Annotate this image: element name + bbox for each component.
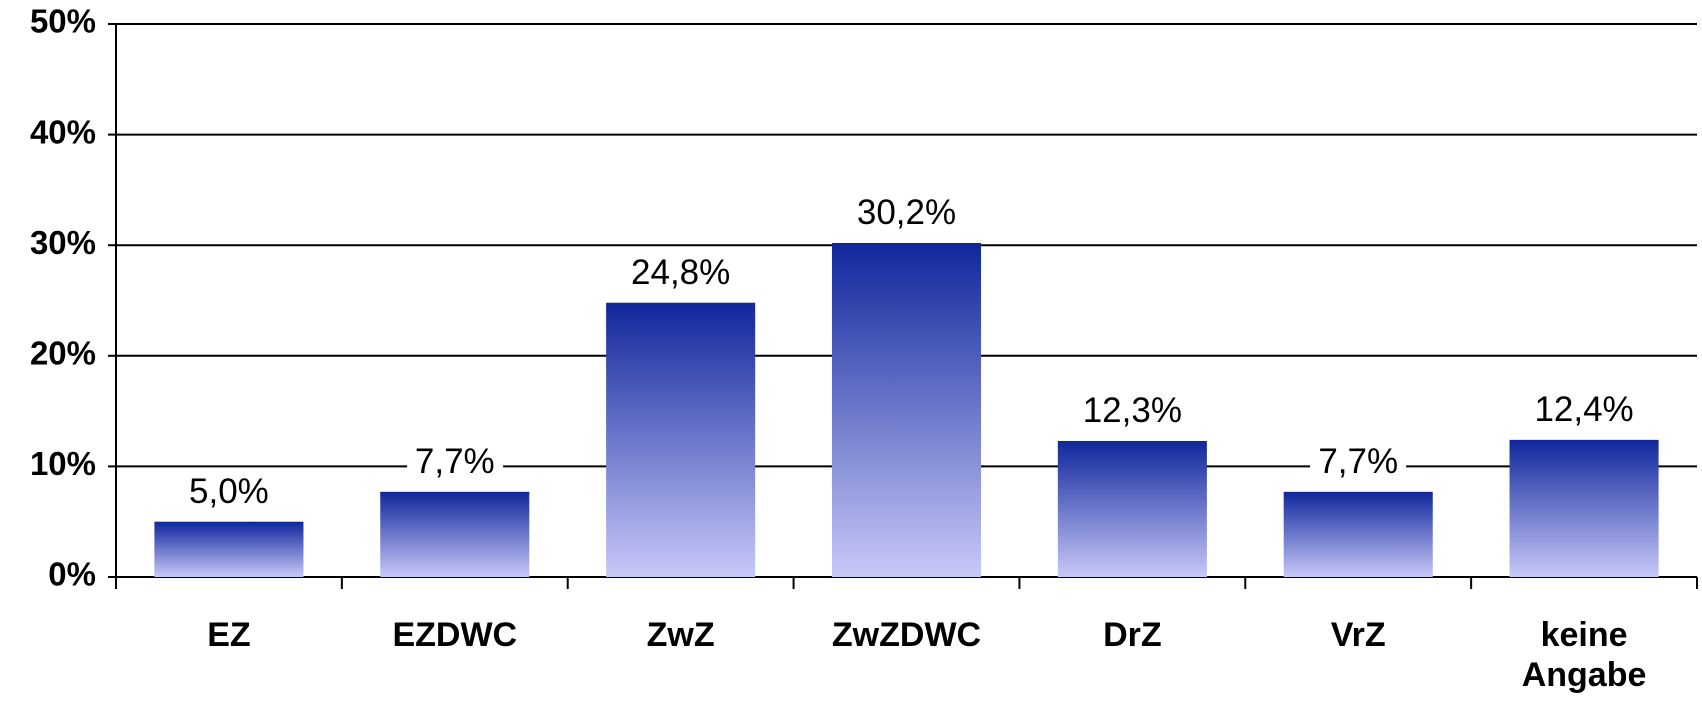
value-label: 7,7% xyxy=(1310,441,1407,482)
x-tick-label: DrZ xyxy=(1103,616,1162,654)
value-label: 5,0% xyxy=(181,471,277,512)
x-tick-label: VrZ xyxy=(1330,616,1386,654)
bar xyxy=(1509,439,1659,577)
x-tick-label: ZwZ xyxy=(646,616,715,654)
bar xyxy=(831,242,982,577)
value-label: 12,3% xyxy=(1074,390,1190,431)
value-label: 30,2% xyxy=(848,192,965,233)
y-tick-label: 20% xyxy=(30,335,96,372)
x-tick-label: keine Angabe xyxy=(1521,616,1647,694)
value-label: 7,7% xyxy=(406,441,503,482)
x-tick-label: EZ xyxy=(207,616,251,654)
value-label: 12,4% xyxy=(1526,389,1642,430)
x-tick-label: ZwZDWC xyxy=(831,616,982,654)
x-tick-label: EZDWC xyxy=(392,616,518,654)
bar xyxy=(1283,491,1433,577)
value-label: 24,8% xyxy=(623,252,739,293)
y-tick-label: 30% xyxy=(30,224,96,261)
bar xyxy=(606,302,756,577)
bar xyxy=(1057,440,1207,577)
bar xyxy=(380,491,530,577)
y-tick-label: 40% xyxy=(30,113,96,150)
y-tick-label: 10% xyxy=(30,445,96,482)
y-tick-label: 0% xyxy=(48,556,96,593)
y-tick-label: 50% xyxy=(30,3,96,40)
bar xyxy=(154,521,304,577)
